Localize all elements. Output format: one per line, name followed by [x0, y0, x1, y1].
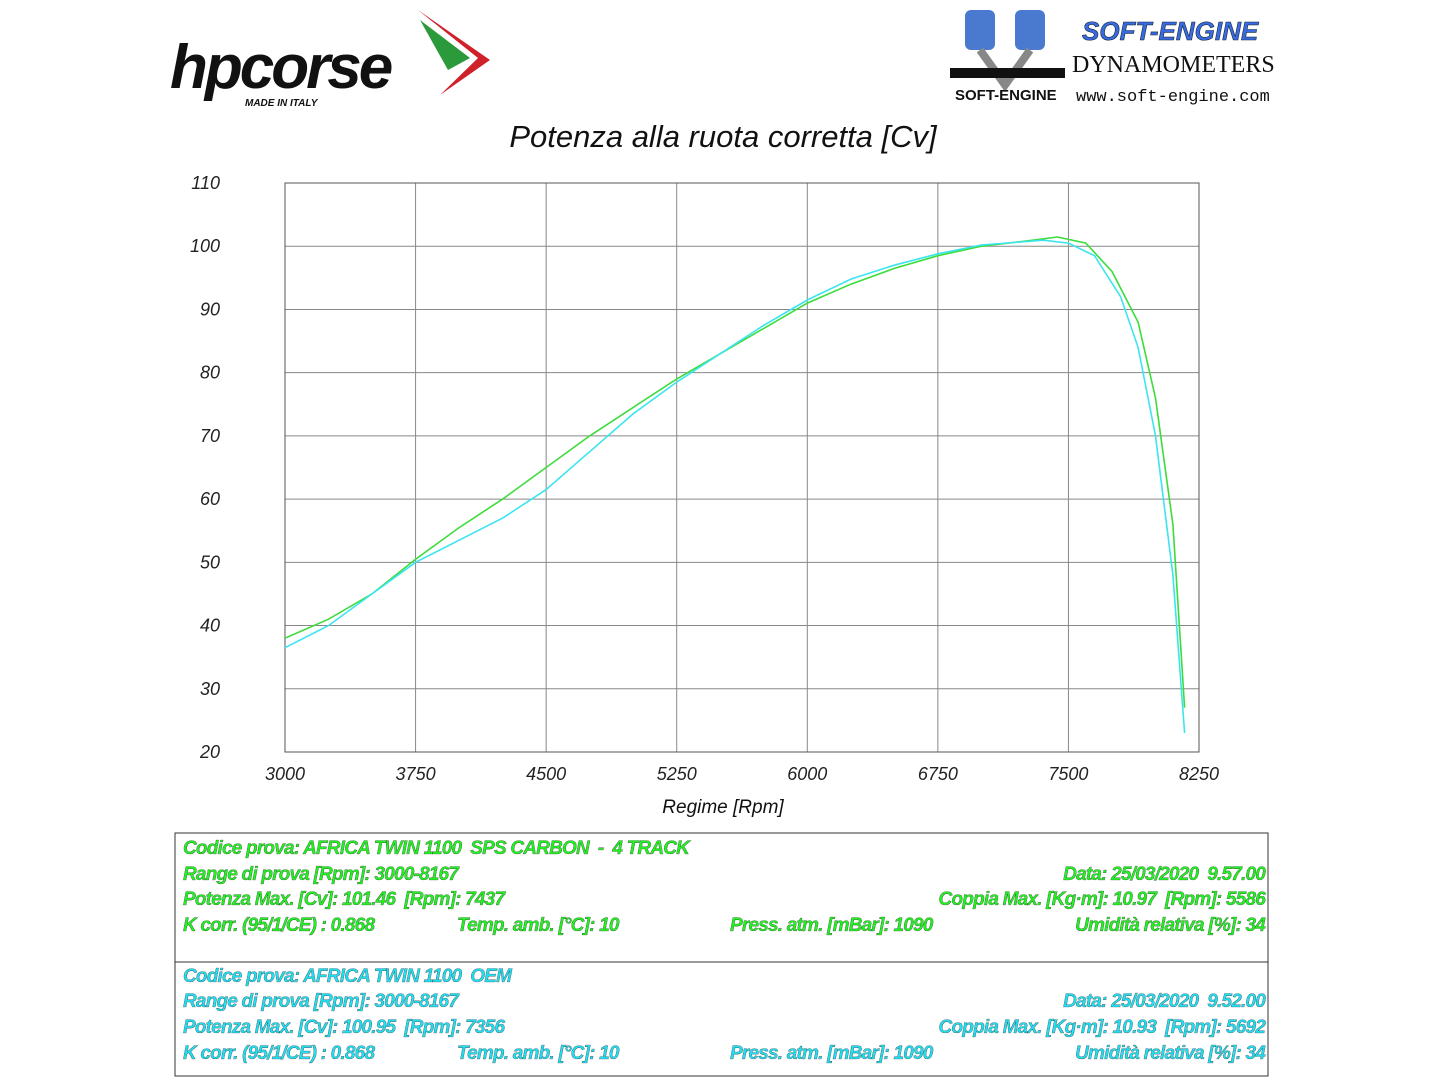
y-tick-label: 40 [200, 616, 220, 636]
info-text: Temp. amb. [°C]: 10 [457, 1043, 620, 1064]
y-tick-label: 90 [200, 299, 220, 319]
info-text: K corr. (95/1/CE) : 0.868 [183, 1043, 375, 1064]
logo-title: SOFT-ENGINE [1082, 16, 1259, 46]
info-text: Codice prova: AFRICA TWIN 1100 OEM [183, 966, 513, 987]
info-text: Range di prova [Rpm]: 3000-8167 [183, 864, 460, 885]
info-text: Press. atm. [mBar]: 1090 [730, 915, 934, 936]
logo-tagline: MADE IN ITALY [245, 98, 319, 109]
y-tick-label: 80 [200, 363, 220, 383]
x-tick-label: 8250 [1179, 764, 1219, 784]
logo-swoosh [418, 10, 490, 95]
logo-website: www.soft-engine.com [1076, 88, 1270, 107]
x-tick-label: 3750 [396, 764, 436, 784]
x-tick-label: 3000 [265, 764, 305, 784]
info-frame [174, 832, 1269, 1077]
info-text: Data: 25/03/2020 9.52.00 [1063, 991, 1266, 1012]
info-text: Press. atm. [mBar]: 1090 [730, 1043, 934, 1064]
info-text: Potenza Max. [Cv]: 101.46 [Rpm]: 7437 [183, 889, 506, 910]
series-line [284, 239, 1186, 734]
x-axis-label: Regime [Rpm] [662, 797, 784, 818]
y-tick-label: 20 [199, 742, 220, 762]
x-tick-label: 6750 [918, 764, 958, 784]
plot-frame [284, 182, 1200, 753]
y-tick-label: 50 [200, 552, 220, 572]
y-tick-label: 100 [190, 236, 220, 256]
chart-title: Potenza alla ruota corretta [Cv] [509, 119, 938, 154]
info-text: Potenza Max. [Cv]: 100.95 [Rpm]: 7356 [183, 1017, 505, 1038]
y-tick-label: 60 [200, 489, 220, 509]
info-text: K corr. (95/1/CE) : 0.868 [183, 915, 375, 936]
info-text: Range di prova [Rpm]: 3000-8167 [183, 991, 460, 1012]
y-tick-label: 30 [200, 679, 220, 699]
x-tick-label: 7500 [1048, 764, 1088, 784]
info-text: Umidità relativa [%]: 34 [1075, 915, 1266, 936]
logo-swoosh [420, 20, 470, 70]
logo-bar [950, 68, 1065, 78]
x-tick-label: 6000 [787, 764, 827, 784]
info-text: Data: 25/03/2020 9.57.00 [1063, 864, 1266, 885]
logo-rods [976, 47, 1034, 92]
logo-small: SOFT-ENGINE [955, 87, 1057, 104]
y-tick-label: 110 [191, 173, 220, 193]
logo-subtitle: DYNAMOMETERS [1072, 52, 1275, 78]
info-text: Temp. amb. [°C]: 10 [457, 915, 620, 936]
x-tick-label: 4500 [526, 764, 566, 784]
info-text: Coppia Max. [Kg·m]: 10.97 [Rpm]: 5586 [939, 889, 1267, 910]
x-tick-label: 5250 [657, 764, 697, 784]
logo-piston [965, 10, 995, 50]
info-text: Coppia Max. [Kg·m]: 10.93 [Rpm]: 5692 [939, 1017, 1267, 1038]
info-text: Umidità relativa [%]: 34 [1075, 1043, 1266, 1064]
series-line [284, 236, 1186, 708]
y-tick-label: 70 [200, 426, 220, 446]
logo-text: hpcorse [170, 33, 392, 102]
logo-piston [1015, 10, 1045, 50]
info-text: Codice prova: AFRICA TWIN 1100 SPS CARBO… [183, 838, 691, 859]
